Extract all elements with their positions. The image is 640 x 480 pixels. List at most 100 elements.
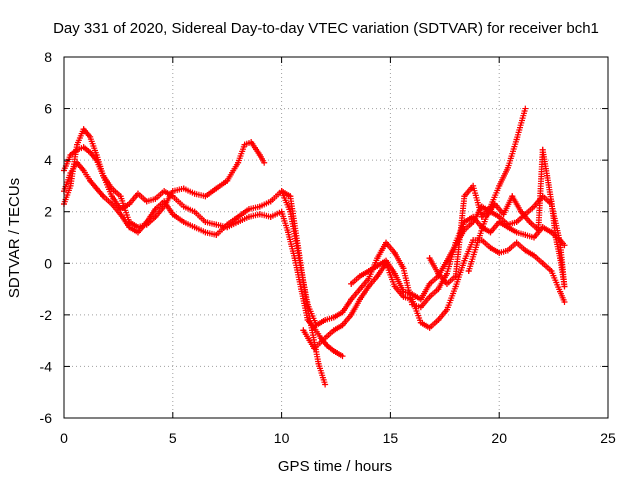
data-point bbox=[517, 208, 524, 215]
data-point bbox=[311, 345, 318, 352]
data-point bbox=[117, 193, 124, 200]
data-point bbox=[383, 257, 390, 264]
data-point bbox=[365, 283, 372, 290]
data-point bbox=[180, 185, 187, 192]
data-point bbox=[356, 273, 363, 280]
series-track-b bbox=[61, 139, 268, 231]
data-point bbox=[470, 237, 477, 244]
series-layer bbox=[61, 105, 568, 388]
data-point bbox=[348, 280, 355, 287]
data-point bbox=[400, 293, 407, 300]
data-point bbox=[300, 327, 307, 334]
data-point bbox=[365, 275, 372, 282]
data-point bbox=[324, 342, 331, 349]
data-point bbox=[513, 136, 520, 143]
data-point bbox=[180, 219, 187, 226]
data-point bbox=[531, 203, 538, 210]
data-point bbox=[391, 249, 398, 256]
data-point bbox=[161, 188, 168, 195]
data-point bbox=[330, 327, 337, 334]
data-point bbox=[435, 317, 442, 324]
data-point bbox=[248, 139, 255, 146]
data-point bbox=[74, 141, 81, 148]
data-point bbox=[474, 239, 481, 246]
data-point bbox=[391, 283, 398, 290]
data-point bbox=[504, 164, 511, 171]
data-point bbox=[245, 206, 252, 213]
data-point bbox=[235, 219, 242, 226]
data-point bbox=[552, 234, 559, 241]
data-point bbox=[267, 198, 274, 205]
data-point bbox=[539, 260, 546, 267]
data-point bbox=[461, 257, 468, 264]
data-point bbox=[80, 144, 87, 151]
data-point bbox=[443, 280, 450, 287]
data-point bbox=[161, 198, 168, 205]
data-point bbox=[339, 353, 346, 360]
data-point bbox=[100, 172, 107, 179]
data-point bbox=[504, 247, 511, 254]
data-point bbox=[304, 301, 311, 308]
data-point bbox=[74, 146, 81, 153]
data-point bbox=[356, 286, 363, 293]
data-point bbox=[213, 231, 220, 238]
data-point bbox=[391, 270, 398, 277]
y-axis-label: SDTVAR / TECUs bbox=[6, 178, 23, 298]
data-point bbox=[213, 221, 220, 228]
data-point bbox=[483, 213, 490, 220]
data-point bbox=[500, 211, 507, 218]
data-point bbox=[435, 270, 442, 277]
data-point bbox=[202, 229, 209, 236]
data-point bbox=[496, 182, 503, 189]
data-point bbox=[67, 170, 74, 177]
x-tick-label: 10 bbox=[274, 430, 290, 446]
data-point bbox=[531, 252, 538, 259]
data-point bbox=[213, 185, 220, 192]
data-point bbox=[108, 200, 115, 207]
data-point bbox=[452, 283, 459, 290]
data-point bbox=[426, 280, 433, 287]
data-point bbox=[296, 255, 303, 262]
data-point bbox=[496, 213, 503, 220]
data-point bbox=[256, 151, 263, 158]
y-tick-label: 6 bbox=[44, 101, 52, 117]
data-point bbox=[557, 288, 564, 295]
data-point bbox=[313, 322, 320, 329]
data-point bbox=[322, 317, 329, 324]
data-point bbox=[470, 219, 477, 226]
data-point bbox=[539, 146, 546, 153]
data-point bbox=[435, 286, 442, 293]
data-point bbox=[513, 219, 520, 226]
plot-frame bbox=[63, 56, 609, 419]
data-point bbox=[191, 224, 198, 231]
data-point bbox=[470, 182, 477, 189]
data-point bbox=[548, 268, 555, 275]
data-point bbox=[134, 229, 141, 236]
data-point bbox=[315, 360, 322, 367]
data-point bbox=[287, 208, 294, 215]
y-tick-label: -4 bbox=[40, 358, 53, 374]
data-point bbox=[117, 211, 124, 218]
data-point bbox=[245, 213, 252, 220]
data-point bbox=[241, 141, 248, 148]
tick-labels: 0 5 10 15 20 25 -6 -4 -2 0 2 4 6 8 bbox=[40, 49, 616, 446]
data-point bbox=[365, 268, 372, 275]
data-point bbox=[322, 335, 329, 342]
data-point bbox=[400, 265, 407, 272]
data-point bbox=[108, 185, 115, 192]
data-point bbox=[417, 304, 424, 311]
series-track-h bbox=[465, 146, 568, 290]
data-point bbox=[348, 311, 355, 318]
data-point bbox=[339, 322, 346, 329]
data-point bbox=[134, 190, 141, 197]
x-axis-label: GPS time / hours bbox=[278, 458, 392, 475]
data-point bbox=[426, 255, 433, 262]
data-point bbox=[93, 185, 100, 192]
data-point bbox=[256, 211, 263, 218]
data-point bbox=[339, 309, 346, 316]
data-point bbox=[191, 208, 198, 215]
data-point bbox=[487, 229, 494, 236]
data-point bbox=[478, 203, 485, 210]
y-tick-label: -6 bbox=[40, 410, 53, 426]
